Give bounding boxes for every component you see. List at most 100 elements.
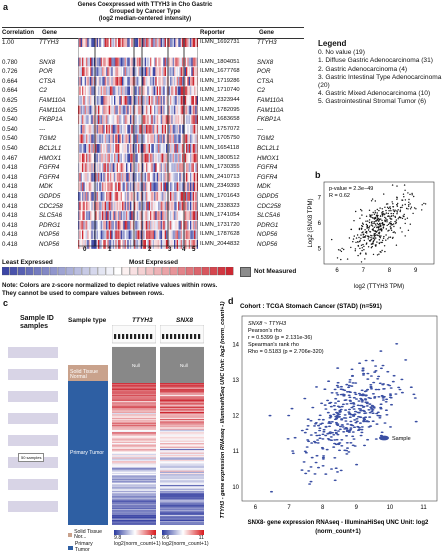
- heatmap-cell: [146, 221, 148, 230]
- heatmap-cell: [83, 173, 85, 182]
- heatmap-cell: [177, 192, 179, 201]
- heatmap-cell: [93, 221, 95, 230]
- expression-stripe: [160, 430, 204, 431]
- heatmap-cell: [122, 192, 124, 201]
- expression-stripe: [160, 451, 204, 452]
- heatmap-cell: [106, 125, 108, 134]
- heatmap-cell: [181, 163, 183, 172]
- heatmap-cell: [187, 125, 189, 134]
- scatter-point: [360, 240, 361, 241]
- scatter-point: [373, 228, 374, 229]
- expression-stripe: [112, 474, 156, 475]
- scatter-point: [314, 432, 317, 434]
- heatmap-cell: [193, 58, 195, 67]
- heatmap-cell: [98, 221, 100, 230]
- reporter-id: ILMN_1730355: [200, 164, 256, 170]
- scatter-point: [377, 396, 380, 398]
- heatmap-cell: [109, 163, 111, 172]
- heatmap-cell: [125, 67, 127, 76]
- scatter-point: [361, 228, 362, 229]
- scatter-point: [385, 234, 386, 235]
- scatter-point: [394, 210, 395, 211]
- heatmap-cell: [85, 96, 87, 105]
- heatmap-cell: [177, 106, 179, 115]
- heatmap-cell: [114, 163, 116, 172]
- heatmap-cell: [127, 173, 129, 182]
- heatmap-cell: [95, 134, 97, 143]
- scatter-point: [388, 230, 389, 231]
- heatmap-cell: [127, 163, 129, 172]
- expression-stripe: [160, 448, 204, 449]
- heatmap-cell: [155, 173, 157, 182]
- expression-stripe: [160, 418, 204, 419]
- expression-stripe: [112, 384, 156, 385]
- heatmap-cell: [153, 192, 155, 201]
- heatmap-cell: [119, 58, 121, 67]
- heatmap-cell: [110, 221, 112, 230]
- scatter-point: [363, 234, 364, 235]
- scatter-point: [354, 392, 357, 394]
- heatmap-cell: [150, 106, 152, 115]
- heatmap-cell: [85, 86, 87, 95]
- scatter-point: [376, 241, 377, 242]
- expression-stripe: [112, 472, 156, 473]
- scatter-point: [362, 369, 365, 371]
- heatmap-cell: [177, 144, 179, 153]
- scatter-point: [334, 398, 337, 400]
- heatmap-cell: [81, 211, 83, 220]
- heatmap-cell: [113, 182, 115, 191]
- heatmap-cell: [79, 192, 81, 201]
- heatmap-cell: [171, 58, 173, 67]
- heatmap-cell: [135, 144, 137, 153]
- scatter-point: [334, 430, 337, 432]
- heatmap-cell: [122, 182, 124, 191]
- scatter-point: [375, 220, 376, 221]
- heatmap-cell: [97, 96, 99, 105]
- scatter-point: [330, 468, 333, 470]
- heatmap-cell: [106, 230, 108, 239]
- scatter-point: [321, 447, 324, 449]
- stat-line-1: SNX8 ~ TTYH3: [248, 321, 287, 327]
- scatter-point: [405, 223, 406, 224]
- heatmap-cell: [154, 115, 156, 124]
- exon-mark: [174, 334, 176, 339]
- heatmap-cell: [93, 230, 95, 239]
- heatmap-cell: [125, 38, 127, 47]
- scatter-point: [377, 376, 380, 378]
- heatmap-cell: [106, 163, 108, 172]
- heatmap-cell: [109, 211, 111, 220]
- expression-stripe: [160, 394, 204, 395]
- expression-stripe: [160, 389, 204, 390]
- heatmap-cell: [125, 192, 127, 201]
- heatmap-cell: [83, 106, 85, 115]
- heatmap-cell: [113, 192, 115, 201]
- scatter-point: [362, 406, 365, 408]
- heatmap-cell: [174, 86, 176, 95]
- reporter-id: ILMN_1692731: [200, 39, 256, 45]
- heatmap-cell: [170, 221, 172, 230]
- heatmap-cell: [162, 134, 164, 143]
- heatmap-cell: [127, 86, 129, 95]
- heatmap-cell: [193, 96, 195, 105]
- heatmap-cell: [93, 192, 95, 201]
- heatmap-cell: [174, 163, 176, 172]
- scatter-point: [346, 403, 349, 405]
- heatmap-cell: [190, 230, 192, 239]
- scatter-point: [366, 389, 369, 391]
- scatter-point: [358, 245, 359, 246]
- heatmap-cell: [99, 86, 101, 95]
- heatmap-cell: [193, 163, 195, 172]
- heatmap-cell: [159, 58, 161, 67]
- scatter-point: [401, 231, 402, 232]
- heatmap-cell: [81, 86, 83, 95]
- heatmap-cell: [119, 96, 121, 105]
- heatmap-cell: [182, 58, 184, 67]
- heatmap-cell: [127, 67, 129, 76]
- heatmap-cell: [126, 106, 128, 115]
- heatmap-cell: [195, 154, 197, 163]
- heatmap-cell: [83, 86, 85, 95]
- heatmap-cell: [101, 173, 103, 182]
- scatter-point: [353, 238, 354, 239]
- heatmap-cell: [173, 144, 175, 153]
- heatmap-cell: [126, 211, 128, 220]
